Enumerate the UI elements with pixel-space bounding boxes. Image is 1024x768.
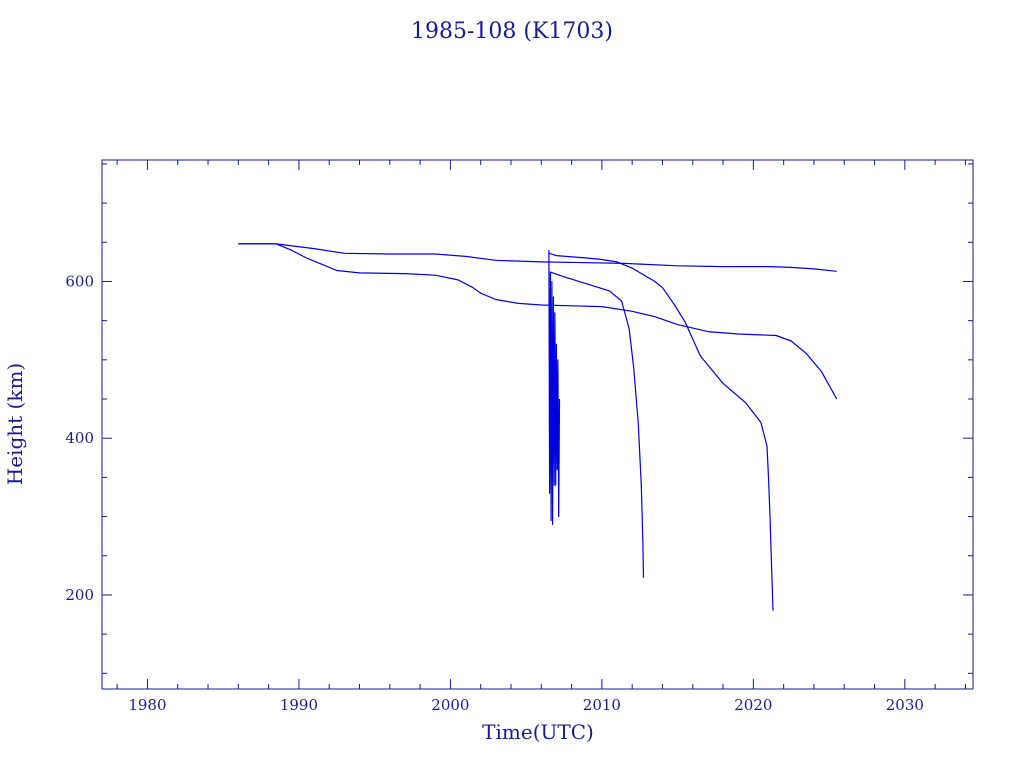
series-line-4: [550, 271, 645, 578]
series-layer: [238, 243, 838, 611]
y-tick-label: 400: [65, 429, 94, 447]
y-tick-label: 600: [65, 272, 94, 290]
x-tick-label: 2030: [886, 696, 924, 714]
y-tick-label: 200: [65, 586, 94, 604]
y-axis-ticks: 200 400 600: [65, 163, 973, 674]
x-tick-label: 2000: [431, 696, 469, 714]
y-axis-label: Height (km): [3, 363, 27, 485]
series-line-1: [238, 243, 837, 272]
x-tick-label: 1980: [128, 696, 166, 714]
series-line-2: [238, 243, 838, 400]
x-tick-label: 2020: [734, 696, 772, 714]
series-line-5: [548, 250, 561, 526]
x-axis-ticks: 1980 1990 2000 2010 2020 2030: [116, 160, 966, 714]
x-axis-label: Time(UTC): [482, 720, 594, 744]
series-line-3: [548, 252, 774, 611]
x-tick-label: 2010: [583, 696, 621, 714]
plot-frame: [101, 159, 974, 690]
x-tick-label: 1990: [280, 696, 318, 714]
chart-title: 1985-108 (K1703): [411, 19, 613, 44]
